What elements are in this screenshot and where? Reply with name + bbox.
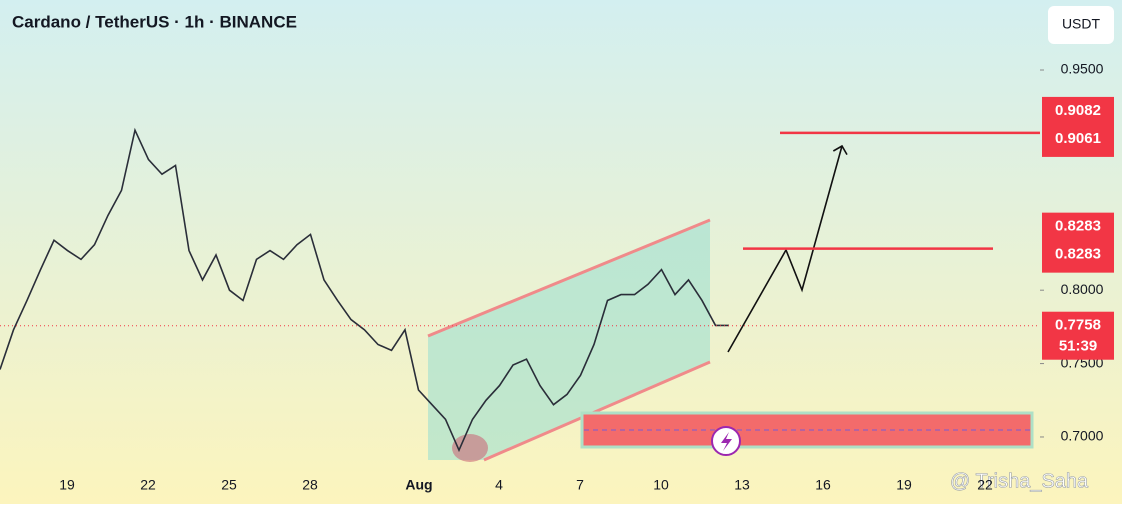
level-label: 0.8283 [1055, 218, 1101, 235]
price-line [0, 127, 729, 453]
projection [727, 145, 843, 353]
channel-top [427, 218, 711, 338]
level-box [1042, 96, 1114, 157]
x-tick-label: 22 [140, 477, 156, 493]
countdown: 51:39 [1059, 338, 1097, 355]
watermark: @ Trisha_Saha [950, 470, 1089, 492]
channel-bottom [483, 360, 711, 462]
low-marker [452, 434, 488, 462]
x-tick-label: 16 [815, 477, 831, 493]
chart-title: Cardano / TetherUS · 1h · BINANCE [12, 12, 297, 31]
last-price-label: 0.7758 [1055, 317, 1101, 334]
x-tick-label: 13 [734, 477, 750, 493]
last-price-box [1042, 311, 1114, 360]
y-tick-label: 0.9500 [1061, 61, 1104, 77]
x-tick-label: Aug [405, 477, 432, 493]
x-tick-label: 19 [896, 477, 912, 493]
x-tick-label: 28 [302, 477, 318, 493]
x-tick-label: 25 [221, 477, 237, 493]
currency[interactable]: USDT [1062, 16, 1101, 32]
currency-button[interactable] [1048, 6, 1114, 44]
channel [428, 220, 710, 460]
x-tick-label: 22 [977, 477, 993, 493]
level-label: 0.8283 [1055, 246, 1101, 263]
x-tick-label: 19 [59, 477, 75, 493]
y-tick-label: 0.7000 [1061, 428, 1104, 444]
x-tick-label: 10 [653, 477, 669, 493]
level-label: 0.9061 [1055, 130, 1101, 147]
x-tick-label: 7 [576, 477, 584, 493]
level-box [1042, 212, 1114, 273]
flash-glyph [721, 432, 732, 451]
x-tick-label: 4 [495, 477, 503, 493]
level-label: 0.9082 [1055, 102, 1101, 119]
projection-arrow [832, 144, 848, 156]
y-tick-label: 0.8000 [1061, 281, 1104, 297]
